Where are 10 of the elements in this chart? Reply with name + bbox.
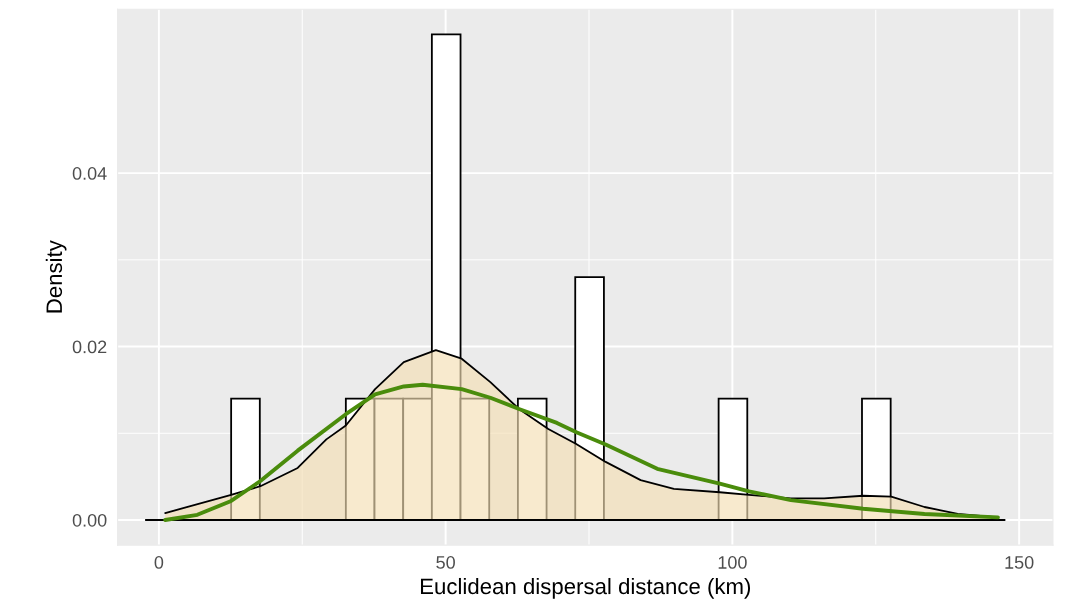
line-series [163, 382, 1000, 522]
y-tick-label: 0.02 [72, 340, 107, 354]
x-axis-title: Euclidean dispersal distance (km) [420, 577, 751, 599]
x-tick-label: 150 [1005, 556, 1034, 569]
x-tick-label: 0 [154, 556, 164, 569]
y-tick-label: 0.04 [72, 167, 107, 180]
y-tick-label: 0.00 [72, 513, 107, 527]
y-axis-title: Density [45, 240, 67, 313]
x-tick-label: 50 [436, 556, 455, 569]
x-tick-label: 100 [718, 556, 747, 569]
